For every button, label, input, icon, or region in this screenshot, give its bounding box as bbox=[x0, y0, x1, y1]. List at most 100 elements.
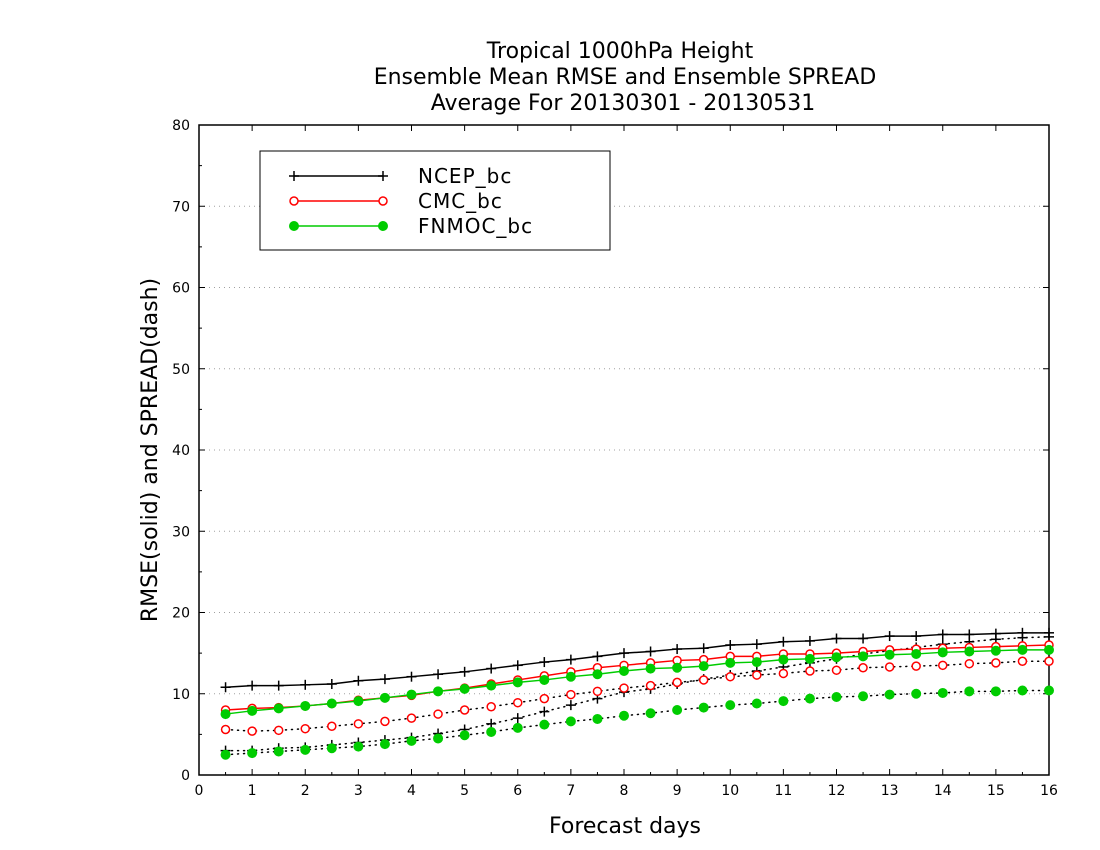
spread-point-cmc-bc bbox=[778, 668, 789, 679]
spread-point-cmc-bc bbox=[592, 686, 603, 697]
rmse-point-ncep-bc bbox=[406, 671, 417, 682]
rmse-point-ncep-bc bbox=[937, 629, 948, 640]
rmse-point-ncep-bc bbox=[804, 635, 815, 646]
y-axis-title: RMSE(solid) and SPREAD(dash) bbox=[138, 278, 163, 622]
x-tick-label: 0 bbox=[195, 783, 204, 799]
rmse-point-fnmoc-bc bbox=[804, 653, 815, 664]
rmse-point-ncep-bc bbox=[300, 679, 311, 690]
spread-point-cmc-bc bbox=[486, 702, 496, 712]
spread-point-fnmoc-bc bbox=[220, 749, 231, 760]
y-tick-label: 0 bbox=[181, 768, 190, 784]
spread-point-fnmoc-bc bbox=[778, 696, 789, 707]
series-fnmoc-bc bbox=[220, 644, 1054, 760]
rmse-point-fnmoc-bc bbox=[990, 645, 1001, 656]
spread-point-fnmoc-bc bbox=[619, 710, 629, 721]
rmse-point-fnmoc-bc bbox=[379, 692, 390, 703]
spread-point-cmc-bc bbox=[300, 723, 310, 734]
rmse-point-fnmoc-bc bbox=[698, 661, 709, 672]
spread-point-fnmoc-bc bbox=[326, 743, 337, 754]
y-tick-label: 30 bbox=[172, 524, 190, 540]
rmse-point-fnmoc-bc bbox=[486, 680, 497, 691]
spread-point-cmc-bc bbox=[433, 709, 443, 719]
rmse-point-fnmoc-bc bbox=[1017, 644, 1028, 655]
grid-lines bbox=[199, 205, 1049, 695]
legend-marker-ncep-bc bbox=[289, 171, 299, 181]
chart-title-line-2: Ensemble Mean RMSE and Ensemble SPREAD bbox=[374, 65, 877, 90]
rmse-point-ncep-bc bbox=[379, 674, 390, 685]
spread-point-fnmoc-bc bbox=[990, 686, 1001, 697]
spread-point-cmc-bc bbox=[938, 660, 948, 671]
rmse-point-ncep-bc bbox=[725, 640, 736, 650]
x-tick-label: 6 bbox=[513, 783, 522, 799]
x-tick-label: 10 bbox=[721, 783, 739, 799]
x-tick-label: 8 bbox=[620, 783, 629, 799]
spread-point-fnmoc-bc bbox=[539, 719, 550, 730]
rmse-point-fnmoc-bc bbox=[858, 651, 869, 662]
spread-point-cmc-bc bbox=[911, 661, 921, 671]
y-tick-label: 50 bbox=[172, 362, 190, 378]
legend-marker-ncep-bc bbox=[378, 171, 388, 181]
y-tick-label: 70 bbox=[172, 199, 190, 215]
legend-item-cmc-bc: CMC_bc bbox=[289, 189, 502, 213]
spread-point-cmc-bc bbox=[220, 724, 231, 735]
rmse-point-fnmoc-bc bbox=[725, 657, 736, 668]
y-tick-label: 10 bbox=[172, 687, 190, 703]
rmse-point-fnmoc-bc bbox=[911, 648, 922, 659]
rmse-point-fnmoc-bc bbox=[565, 671, 576, 682]
chart-title: Tropical 1000hPa Height Ensemble Mean RM… bbox=[374, 39, 877, 116]
rmse-point-fnmoc-bc bbox=[406, 689, 417, 700]
rmse-point-fnmoc-bc bbox=[220, 709, 231, 720]
legend-item-ncep-bc: NCEP_bc bbox=[289, 164, 512, 188]
x-tick-label: 13 bbox=[881, 783, 899, 799]
spread-point-fnmoc-bc bbox=[565, 716, 576, 727]
legend-item-fnmoc-bc: FNMOC_bc bbox=[289, 214, 532, 238]
rmse-point-fnmoc-bc bbox=[778, 654, 789, 665]
spread-line-cmc-bc bbox=[224, 660, 1050, 732]
series-cmc-bc bbox=[220, 640, 1054, 736]
spread-point-fnmoc-bc bbox=[1017, 685, 1028, 696]
spread-point-fnmoc-bc bbox=[698, 702, 709, 713]
spread-point-cmc-bc bbox=[327, 721, 337, 731]
rmse-point-ncep-bc bbox=[459, 666, 470, 677]
rmse-point-fnmoc-bc bbox=[326, 698, 337, 709]
x-tick-label: 9 bbox=[673, 783, 682, 799]
series-ncep-bc bbox=[220, 627, 1054, 756]
legend-label-ncep-bc: NCEP_bc bbox=[418, 164, 512, 188]
rmse-point-ncep-bc bbox=[512, 660, 523, 671]
chart-title-line-1: Tropical 1000hPa Height bbox=[486, 39, 754, 64]
rmse-point-fnmoc-bc bbox=[539, 674, 550, 685]
x-tick-label: 16 bbox=[1040, 783, 1058, 799]
spread-line-fnmoc-bc bbox=[224, 689, 1050, 756]
rmse-point-fnmoc-bc bbox=[247, 705, 258, 716]
rmse-point-ncep-bc bbox=[698, 643, 709, 654]
x-tick-label: 15 bbox=[987, 783, 1005, 799]
x-axis-title: Forecast days bbox=[549, 814, 701, 839]
rmse-line-ncep-bc bbox=[225, 632, 1049, 688]
x-tick-label: 11 bbox=[774, 783, 792, 799]
rmse-point-fnmoc-bc bbox=[672, 662, 683, 673]
spread-point-fnmoc-bc bbox=[858, 691, 869, 702]
spread-point-cmc-bc bbox=[619, 683, 629, 693]
x-tick-label: 7 bbox=[566, 783, 575, 799]
rmse-point-ncep-bc bbox=[539, 657, 550, 668]
x-tick-label: 5 bbox=[460, 783, 469, 799]
rmse-point-ncep-bc bbox=[645, 646, 656, 657]
spread-point-cmc-bc bbox=[672, 677, 682, 688]
spread-point-cmc-bc bbox=[645, 680, 656, 691]
spread-point-cmc-bc bbox=[353, 719, 364, 729]
x-tick-label: 1 bbox=[248, 783, 257, 799]
rmse-point-ncep-bc bbox=[326, 679, 337, 689]
rmse-point-fnmoc-bc bbox=[831, 652, 842, 663]
rmse-point-ncep-bc bbox=[353, 675, 364, 686]
spread-point-fnmoc-bc bbox=[645, 708, 656, 719]
spread-point-fnmoc-bc bbox=[247, 748, 258, 759]
spread-point-ncep-bc bbox=[565, 700, 576, 711]
spread-point-cmc-bc bbox=[247, 726, 257, 736]
spread-point-fnmoc-bc bbox=[1044, 685, 1054, 696]
spread-point-fnmoc-bc bbox=[672, 705, 683, 715]
rmse-point-fnmoc-bc bbox=[619, 666, 629, 676]
rmse-point-fnmoc-bc bbox=[592, 669, 603, 680]
legend-marker-cmc-bc bbox=[289, 196, 299, 206]
spread-point-fnmoc-bc bbox=[379, 739, 390, 750]
